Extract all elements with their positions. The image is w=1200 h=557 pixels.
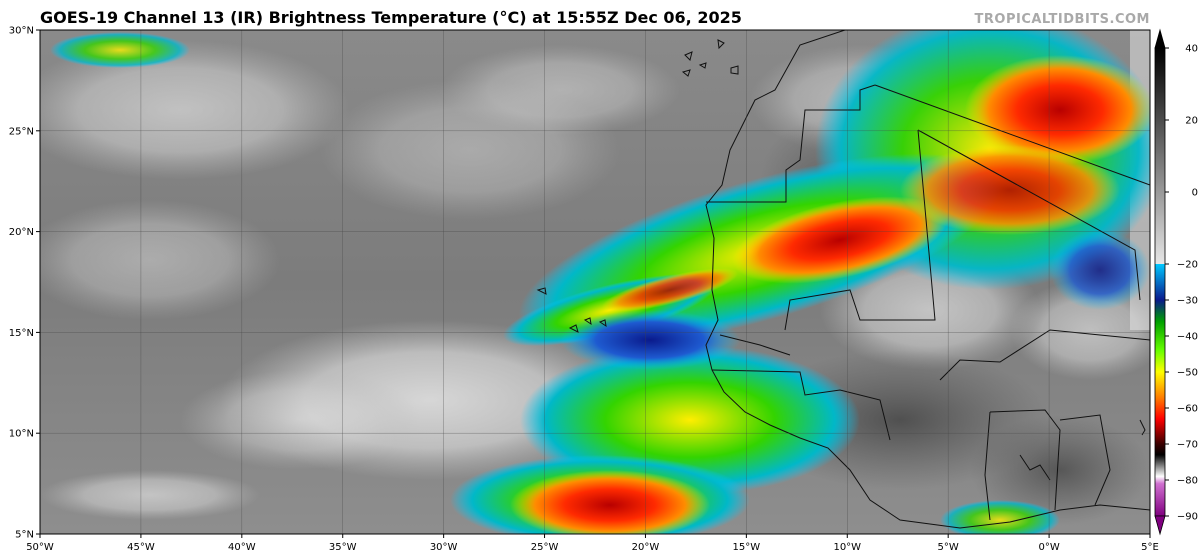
- map-title: GOES-19 Channel 13 (IR) Brightness Tempe…: [40, 8, 742, 27]
- colorbar-tick-label: −40: [1177, 332, 1198, 343]
- colorbar-tick-label: −60: [1177, 404, 1198, 415]
- lat-tick-label: 25°N: [9, 126, 34, 137]
- lon-tick-label: 50°W: [26, 542, 54, 553]
- algeria-border: [874, 84, 1150, 186]
- colorbar-tick-label: −80: [1177, 476, 1198, 487]
- colorbar: 40 20 0 −20 −30 −40 −50 −60 −70 −80 −90: [1154, 28, 1198, 536]
- lon-tick-label: 5°W: [938, 542, 959, 553]
- lat-tick-label: 10°N: [9, 429, 34, 440]
- lon-tick-label: 30°W: [430, 542, 458, 553]
- guinea-border: [711, 369, 891, 441]
- colorbar-tick-label: 20: [1185, 116, 1198, 127]
- lon-tick-label: 40°W: [228, 542, 256, 553]
- lake-volta: [1019, 454, 1051, 481]
- cape-verde-islands: [536, 287, 607, 333]
- cloud-patch: [40, 470, 260, 520]
- colorbar-bottom-extension: [1154, 515, 1166, 536]
- coldest-cloud-tops: [900, 145, 1120, 235]
- ghana-border: [989, 409, 1061, 511]
- deep-convection: [1050, 230, 1150, 310]
- cloud-patch: [40, 200, 280, 320]
- coldest-cloud-tops: [732, 196, 948, 284]
- cold-cloud-envelope: [50, 32, 190, 68]
- colorbar-tick-label: −50: [1177, 368, 1198, 379]
- lon-tick-label: 45°W: [127, 542, 155, 553]
- western-sahara-border: [706, 84, 876, 203]
- lon-tick-label: 10°W: [833, 542, 861, 553]
- lon-tick-label: 20°W: [632, 542, 660, 553]
- canary-islands: [681, 39, 739, 77]
- lon-ticks: 50°W 45°W 40°W 35°W 30°W 25°W 20°W 15°W 10°W 5°W 0…: [26, 534, 1159, 553]
- colorbar-tick-label: 0: [1192, 188, 1198, 199]
- colorbar-ticks: 40 20 0 −20 −30 −40 −50 −60 −70 −80 −90: [1165, 44, 1198, 523]
- togo-benin-border: [1059, 414, 1111, 506]
- cloud-patch: [40, 40, 350, 180]
- lat-tick-label: 15°N: [9, 328, 34, 339]
- cloud-patch: [180, 370, 420, 470]
- colorbar-tick-label: −90: [1177, 512, 1198, 523]
- colorbar-top-extension: [1154, 28, 1166, 49]
- watermark: TROPICALTIDBITS.COM: [974, 12, 1150, 27]
- cold-cloud-envelope: [940, 500, 1060, 534]
- coastlines-borders: [536, 30, 1150, 529]
- coldest-cloud-tops: [965, 55, 1150, 165]
- mali-border: [917, 129, 1141, 301]
- coldest-cloud-tops: [510, 470, 710, 534]
- satellite-imagery: [40, 30, 1150, 534]
- colorbar-gradient: [1154, 47, 1166, 517]
- burkina-border: [939, 329, 1150, 381]
- lat-tick-label: 30°N: [9, 26, 34, 37]
- lon-tick-label: 15°W: [733, 542, 761, 553]
- lon-tick-label: 35°W: [329, 542, 357, 553]
- lon-tick-label: 25°W: [531, 542, 559, 553]
- lon-tick-label: 5°E: [1141, 542, 1159, 553]
- colorbar-tick-label: 40: [1185, 44, 1198, 55]
- gambia-border: [719, 334, 791, 356]
- lat-tick-label: 5°N: [15, 530, 34, 541]
- colorbar-tick-label: −30: [1177, 296, 1198, 307]
- cloud-patch: [440, 45, 680, 135]
- lat-tick-label: 20°N: [9, 227, 34, 238]
- africa-coastline: [705, 30, 1150, 529]
- lon-tick-label: 0°W: [1038, 542, 1059, 553]
- colorbar-tick-label: −20: [1177, 260, 1198, 271]
- mauritania-border: [784, 129, 936, 331]
- coldest-cloud-tops: [601, 268, 739, 312]
- lat-ticks: 30°N 25°N 20°N 15°N 10°N 5°N: [9, 26, 40, 541]
- map-frame: [39, 29, 1151, 535]
- colorbar-tick-label: −70: [1177, 440, 1198, 451]
